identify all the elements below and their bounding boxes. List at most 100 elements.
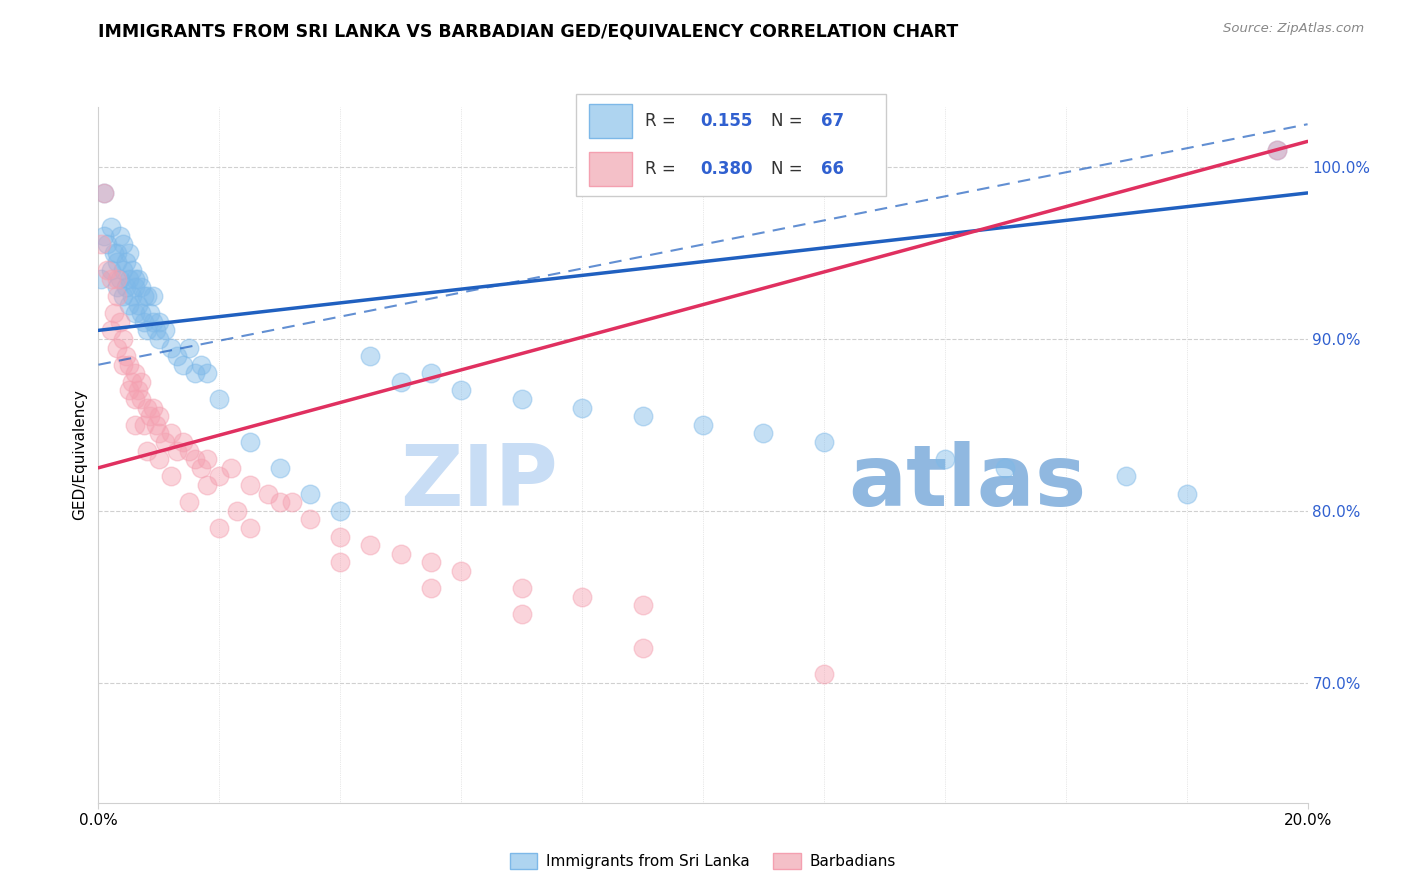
Text: IMMIGRANTS FROM SRI LANKA VS BARBADIAN GED/EQUIVALENCY CORRELATION CHART: IMMIGRANTS FROM SRI LANKA VS BARBADIAN G…	[98, 22, 959, 40]
Point	[299, 512, 322, 526]
Point	[994, 460, 1017, 475]
Point	[135, 443, 157, 458]
Point	[90, 237, 112, 252]
Point	[145, 417, 167, 432]
Text: R =: R =	[644, 160, 681, 178]
Point	[124, 417, 146, 432]
Point	[127, 384, 149, 398]
Point	[195, 478, 218, 492]
Point	[111, 289, 134, 303]
Point	[114, 254, 136, 268]
Point	[121, 375, 143, 389]
Point	[132, 315, 155, 329]
Point	[153, 323, 176, 337]
Point	[1267, 143, 1289, 157]
Point	[1267, 143, 1289, 157]
FancyBboxPatch shape	[576, 94, 886, 196]
Point	[239, 435, 262, 450]
Point	[108, 272, 131, 286]
Point	[510, 392, 533, 406]
Point	[256, 486, 278, 500]
Point	[420, 581, 443, 595]
Point	[190, 358, 212, 372]
Point	[118, 272, 141, 286]
Point	[100, 263, 122, 277]
Point	[329, 555, 352, 569]
Point	[184, 367, 207, 381]
Point	[226, 504, 249, 518]
Point	[111, 237, 134, 252]
Point	[145, 323, 167, 337]
FancyBboxPatch shape	[589, 104, 633, 137]
Point	[360, 538, 382, 552]
Point	[208, 521, 231, 535]
Point	[329, 504, 352, 518]
Point	[299, 486, 322, 500]
Point	[139, 306, 162, 320]
Text: N =: N =	[772, 112, 808, 130]
Text: R =: R =	[644, 112, 681, 130]
Point	[114, 280, 136, 294]
Point	[166, 443, 188, 458]
Point	[269, 460, 291, 475]
Point	[179, 443, 201, 458]
Point	[129, 375, 152, 389]
Point	[208, 469, 231, 483]
Point	[160, 341, 183, 355]
Point	[127, 272, 149, 286]
Text: 66: 66	[821, 160, 844, 178]
Point	[148, 315, 170, 329]
Point	[752, 426, 775, 441]
Point	[450, 384, 472, 398]
Point	[179, 495, 201, 509]
Point	[510, 607, 533, 621]
FancyBboxPatch shape	[589, 153, 633, 186]
Text: atlas: atlas	[848, 442, 1087, 524]
Point	[114, 349, 136, 363]
Point	[221, 460, 243, 475]
Point	[96, 263, 118, 277]
Text: Source: ZipAtlas.com: Source: ZipAtlas.com	[1223, 22, 1364, 36]
Point	[105, 246, 128, 260]
Point	[692, 417, 714, 432]
Point	[172, 358, 194, 372]
Point	[269, 495, 291, 509]
Point	[108, 315, 131, 329]
Text: 0.155: 0.155	[700, 112, 752, 130]
Point	[93, 186, 115, 200]
Point	[100, 220, 122, 235]
Point	[118, 384, 141, 398]
Point	[111, 358, 134, 372]
Point	[118, 246, 141, 260]
Point	[148, 426, 170, 441]
Point	[510, 581, 533, 595]
Point	[631, 599, 654, 613]
Point	[148, 332, 170, 346]
Point	[96, 237, 118, 252]
Point	[135, 289, 157, 303]
Point	[631, 409, 654, 424]
Point	[132, 417, 155, 432]
Point	[103, 306, 125, 320]
Text: 0.380: 0.380	[700, 160, 752, 178]
Point	[813, 435, 835, 450]
Point	[160, 426, 183, 441]
Point	[148, 409, 170, 424]
Point	[450, 564, 472, 578]
Point	[111, 263, 134, 277]
Point	[135, 401, 157, 415]
Point	[190, 460, 212, 475]
Point	[127, 297, 149, 311]
Point	[184, 452, 207, 467]
Point	[142, 401, 165, 415]
Point	[153, 435, 176, 450]
Point	[1115, 469, 1137, 483]
Point	[160, 469, 183, 483]
Point	[105, 272, 128, 286]
Point	[124, 367, 146, 381]
Point	[195, 367, 218, 381]
Point	[934, 452, 956, 467]
Point	[105, 289, 128, 303]
Point	[111, 332, 134, 346]
Point	[166, 349, 188, 363]
